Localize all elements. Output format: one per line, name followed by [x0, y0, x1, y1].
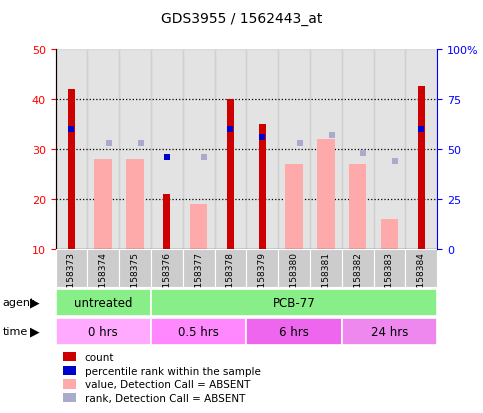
Bar [310, 50, 342, 250]
Text: GSM158379: GSM158379 [258, 252, 267, 306]
Text: 0 hrs: 0 hrs [88, 325, 118, 338]
Bar [418, 87, 425, 250]
Text: 0.5 hrs: 0.5 hrs [178, 325, 219, 338]
Text: GSM158376: GSM158376 [162, 252, 171, 306]
Bar [56, 250, 87, 287]
Bar [227, 100, 234, 250]
Bar [373, 250, 405, 287]
Text: count: count [85, 352, 114, 362]
Bar [56, 318, 151, 345]
Bar [278, 250, 310, 287]
Bar [126, 160, 144, 250]
Bar [163, 195, 170, 250]
Bar [183, 250, 214, 287]
Text: GSM158384: GSM158384 [417, 252, 426, 306]
Bar [151, 318, 246, 345]
Text: PCB-77: PCB-77 [272, 296, 315, 309]
Bar [119, 50, 151, 250]
Bar [246, 250, 278, 287]
Bar [373, 50, 405, 250]
Bar [68, 90, 75, 250]
Text: GDS3955 / 1562443_at: GDS3955 / 1562443_at [161, 12, 322, 26]
Bar [119, 250, 151, 287]
Bar [190, 205, 207, 250]
Bar [278, 50, 310, 250]
Text: GSM158380: GSM158380 [289, 252, 298, 306]
Bar [151, 50, 183, 250]
Bar [259, 125, 266, 250]
Bar [310, 250, 342, 287]
Bar [342, 50, 373, 250]
Text: time: time [2, 326, 28, 336]
Text: GSM158378: GSM158378 [226, 252, 235, 306]
Bar [214, 250, 246, 287]
Bar [246, 318, 342, 345]
Bar [405, 250, 437, 287]
Text: ▶: ▶ [30, 296, 40, 309]
Text: 24 hrs: 24 hrs [371, 325, 408, 338]
Text: GSM158374: GSM158374 [99, 252, 108, 306]
Bar [349, 165, 367, 250]
Bar [317, 140, 335, 250]
Text: rank, Detection Call = ABSENT: rank, Detection Call = ABSENT [85, 393, 245, 403]
Text: GSM158381: GSM158381 [321, 252, 330, 306]
Text: ▶: ▶ [30, 325, 40, 338]
Text: GSM158382: GSM158382 [353, 252, 362, 306]
Bar [342, 250, 373, 287]
Text: GSM158377: GSM158377 [194, 252, 203, 306]
Text: GSM158375: GSM158375 [130, 252, 140, 306]
Bar [56, 289, 151, 316]
Bar [183, 50, 214, 250]
Bar [87, 50, 119, 250]
Text: agent: agent [2, 297, 35, 307]
Bar [285, 165, 303, 250]
Text: value, Detection Call = ABSENT: value, Detection Call = ABSENT [85, 380, 250, 389]
Bar [342, 318, 437, 345]
Bar [405, 50, 437, 250]
Bar [214, 50, 246, 250]
Text: GSM158383: GSM158383 [385, 252, 394, 306]
Bar [56, 50, 87, 250]
Bar [246, 50, 278, 250]
Text: percentile rank within the sample: percentile rank within the sample [85, 366, 260, 376]
Text: untreated: untreated [74, 296, 132, 309]
Bar [87, 250, 119, 287]
Bar [151, 289, 437, 316]
Bar [95, 160, 112, 250]
Bar [151, 250, 183, 287]
Bar [381, 220, 398, 250]
Text: GSM158373: GSM158373 [67, 252, 76, 306]
Text: 6 hrs: 6 hrs [279, 325, 309, 338]
